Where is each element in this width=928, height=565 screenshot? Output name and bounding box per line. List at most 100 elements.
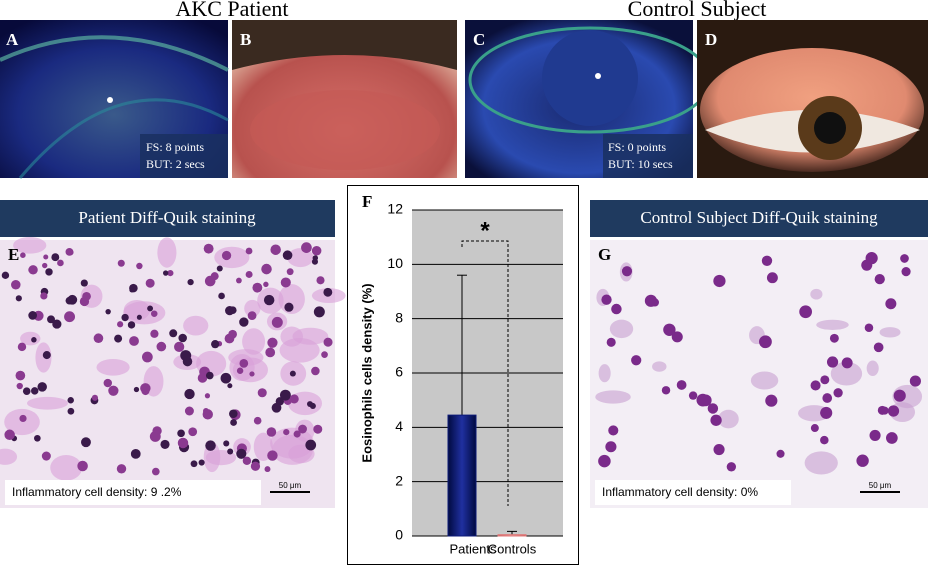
cell — [108, 385, 119, 396]
cell — [289, 370, 296, 377]
cell — [799, 305, 813, 319]
cell — [203, 243, 214, 254]
cell — [129, 336, 139, 346]
cell — [286, 268, 294, 276]
cell — [65, 296, 74, 305]
cell — [43, 254, 49, 260]
cell — [180, 350, 192, 362]
cell — [263, 294, 275, 306]
cell — [810, 424, 819, 433]
cell — [608, 425, 619, 436]
cell — [271, 402, 282, 413]
cell — [28, 311, 38, 320]
cell — [114, 334, 123, 343]
cell — [11, 279, 21, 290]
cell — [67, 249, 74, 256]
cell — [136, 314, 142, 320]
cell-blob — [123, 299, 150, 321]
cell — [671, 331, 683, 343]
cell — [205, 371, 214, 380]
panel-letter: E — [8, 245, 19, 264]
panel-letter: C — [473, 30, 485, 49]
y-tick-label: 0 — [395, 527, 403, 543]
cell-blob — [4, 408, 40, 436]
cell — [80, 279, 88, 287]
cell — [267, 450, 278, 461]
cell — [16, 382, 23, 390]
cell-blob — [866, 360, 879, 377]
cell — [270, 244, 281, 255]
cell — [22, 387, 31, 395]
cell — [220, 372, 232, 384]
cell — [284, 302, 294, 312]
cell — [93, 333, 104, 344]
cell — [228, 306, 237, 315]
cell — [79, 296, 90, 307]
cell — [282, 250, 293, 261]
cell — [239, 317, 249, 327]
cell-blob — [750, 371, 779, 390]
cell — [184, 406, 194, 416]
cell-blob — [26, 396, 68, 410]
cell — [726, 462, 737, 472]
cell — [204, 275, 216, 287]
cell-blob — [157, 237, 177, 268]
cell — [820, 406, 833, 419]
cell — [117, 259, 125, 267]
cell — [606, 337, 616, 347]
cell — [311, 246, 322, 256]
cell — [204, 393, 211, 399]
cell-blob — [183, 315, 209, 336]
cell — [229, 409, 238, 419]
y-axis-label: Eosinophils cells density (%) — [359, 283, 374, 462]
cell — [887, 405, 900, 417]
cell — [45, 268, 53, 276]
bar — [497, 534, 527, 537]
cell — [279, 389, 291, 401]
cell — [264, 466, 271, 473]
cell — [833, 388, 843, 398]
cell — [598, 454, 611, 468]
cell — [267, 337, 278, 348]
cell — [901, 267, 911, 277]
cell — [271, 316, 283, 328]
cell — [41, 451, 51, 461]
cell — [869, 429, 881, 441]
bar — [447, 414, 477, 537]
cell — [249, 371, 255, 377]
cell — [77, 460, 88, 472]
cell — [313, 424, 323, 434]
scale-label: 50 μm — [869, 481, 892, 490]
cell — [174, 341, 185, 353]
cell — [116, 464, 127, 474]
cell — [688, 391, 698, 400]
cell — [253, 416, 262, 425]
cell — [242, 456, 252, 466]
cell — [713, 443, 725, 456]
cell — [313, 306, 325, 318]
cell-blob — [280, 326, 304, 347]
caption-box — [595, 480, 791, 505]
cell-blob — [214, 246, 250, 269]
cell-blob — [609, 319, 634, 339]
cell — [298, 424, 307, 434]
group-title: Control Subject — [628, 0, 767, 21]
cell — [81, 437, 91, 448]
cell — [864, 323, 874, 333]
cell — [103, 378, 113, 388]
cell — [17, 342, 27, 352]
cell — [133, 386, 140, 393]
cell-blob — [242, 328, 266, 355]
cell — [197, 373, 208, 383]
cell — [710, 414, 722, 426]
cell — [761, 255, 773, 266]
cell — [263, 281, 269, 288]
photo-note: FS: 0 points — [608, 140, 666, 154]
cell — [28, 265, 38, 275]
cell — [42, 262, 48, 269]
cell — [822, 393, 833, 403]
cell — [211, 340, 220, 349]
cell-blob — [652, 361, 667, 372]
cell — [177, 429, 185, 438]
